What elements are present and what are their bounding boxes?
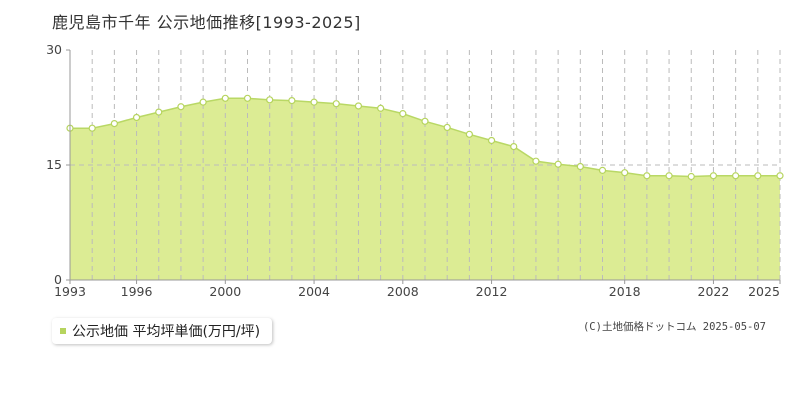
data-point [354, 102, 363, 110]
chart-title: 鹿児島市千年 公示地価推移[1993-2025] [52, 13, 361, 32]
data-point [310, 98, 318, 106]
data-point [643, 172, 651, 180]
data-point [243, 94, 252, 102]
data-point [732, 172, 740, 180]
data-point [88, 124, 96, 132]
data-point [598, 166, 607, 174]
data-point [332, 100, 340, 108]
data-point [532, 157, 540, 165]
data-point [421, 117, 429, 125]
data-point [687, 172, 695, 181]
legend: 公示地価 平均坪単価(万円/坪) [52, 318, 273, 344]
data-point [709, 172, 718, 180]
land-price-chart: 0 15 30 1993 1996 2000 2004 2008 2012 2018 2022 202… [46, 42, 784, 299]
data-point [399, 110, 407, 118]
credit-text: (C)土地価格ドットコム 2025-05-07 [582, 321, 766, 333]
data-point [132, 113, 141, 122]
x-tick-label: 2022 [698, 284, 730, 299]
data-point [487, 136, 496, 145]
data-point [110, 119, 118, 128]
data-point [776, 172, 784, 180]
x-tick-label: 2000 [209, 284, 241, 299]
data-point [443, 123, 451, 132]
data-point [621, 169, 629, 177]
x-tick-label: 1996 [121, 284, 153, 299]
legend-swatch [60, 328, 66, 334]
data-point [754, 172, 762, 180]
data-point [665, 172, 673, 180]
data-point [465, 130, 473, 138]
x-tick-label: 2004 [298, 284, 330, 299]
y-tick-label: 30 [46, 42, 62, 57]
y-tick-label: 0 [54, 272, 62, 287]
x-tick-label: 2008 [387, 284, 419, 299]
data-point [510, 143, 518, 151]
legend-label: 公示地価 平均坪単価(万円/坪) [72, 324, 261, 340]
y-tick-label: 15 [46, 157, 62, 172]
data-point [554, 160, 562, 168]
x-tick-label: 2012 [476, 284, 508, 299]
data-point [288, 96, 296, 105]
x-tick-label: 1993 [54, 284, 86, 299]
data-point [377, 104, 385, 112]
x-tick-label: 2018 [609, 284, 641, 299]
data-point [155, 108, 163, 116]
data-point [177, 103, 185, 111]
data-point [576, 162, 584, 171]
x-tick-label: 2025 [748, 284, 780, 299]
data-point [221, 94, 229, 102]
data-point [266, 96, 274, 104]
data-point [199, 98, 207, 106]
